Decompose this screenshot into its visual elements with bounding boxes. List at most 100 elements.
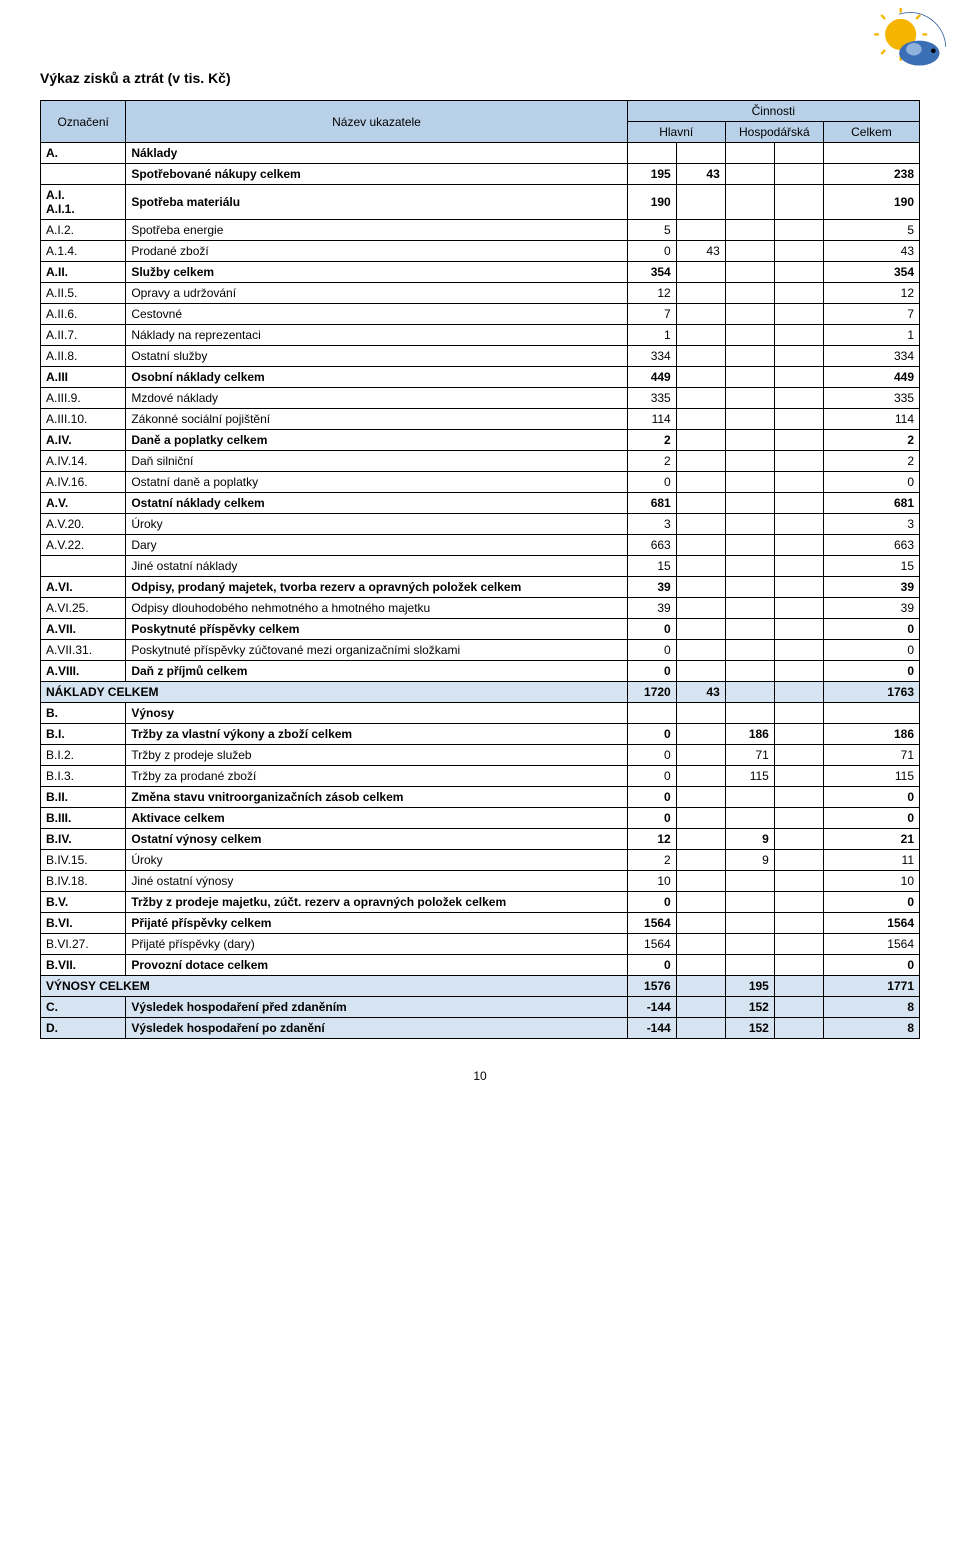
row-value (725, 493, 774, 514)
row-code: A.V.22. (41, 535, 126, 556)
row-label: Výsledek hospodaření po zdanění (126, 1018, 627, 1039)
row-value (774, 892, 823, 913)
row-value (676, 514, 725, 535)
row-value (774, 409, 823, 430)
row-label: Tržby za prodané zboží (126, 766, 627, 787)
row-value: 7 (627, 304, 676, 325)
row-value: 114 (823, 409, 919, 430)
row-value: 190 (627, 185, 676, 220)
row-value (676, 892, 725, 913)
row-value (774, 934, 823, 955)
row-value (725, 682, 774, 703)
row-value (774, 787, 823, 808)
row-code: A.VII.31. (41, 640, 126, 661)
row-value: 335 (627, 388, 676, 409)
row-value: 12 (627, 283, 676, 304)
row-code: B.VI. (41, 913, 126, 934)
row-label: Ostatní náklady celkem (126, 493, 627, 514)
col-header-hlavni: Hlavní (627, 122, 725, 143)
row-code: A.IV.14. (41, 451, 126, 472)
row-value: 43 (676, 164, 725, 185)
row-code: B.VII. (41, 955, 126, 976)
row-label: Přijaté příspěvky (dary) (126, 934, 627, 955)
row-value (774, 241, 823, 262)
row-value: 7 (823, 304, 919, 325)
row-value: 8 (823, 1018, 919, 1039)
row-value (774, 871, 823, 892)
row-value (725, 955, 774, 976)
row-value: 190 (823, 185, 919, 220)
row-value: 0 (823, 640, 919, 661)
row-value: 1 (627, 325, 676, 346)
row-code: B.II. (41, 787, 126, 808)
row-label: Jiné ostatní náklady (126, 556, 627, 577)
row-value: 334 (627, 346, 676, 367)
row-value (774, 164, 823, 185)
row-value: 15 (627, 556, 676, 577)
row-code: A.III.9. (41, 388, 126, 409)
row-value: 0 (823, 808, 919, 829)
row-code: C. (41, 997, 126, 1018)
row-value: 449 (627, 367, 676, 388)
row-value: 0 (627, 808, 676, 829)
row-value (725, 514, 774, 535)
row-value (725, 325, 774, 346)
row-value: 0 (627, 640, 676, 661)
row-value (774, 346, 823, 367)
row-code: B.I.3. (41, 766, 126, 787)
row-label: Výnosy (126, 703, 627, 724)
row-label: Výsledek hospodaření před zdaněním (126, 997, 627, 1018)
row-value (774, 220, 823, 241)
row-value (676, 451, 725, 472)
row-value: 663 (627, 535, 676, 556)
row-value (676, 325, 725, 346)
row-value: 0 (627, 745, 676, 766)
row-value (774, 514, 823, 535)
row-code: B.IV.18. (41, 871, 126, 892)
row-span-label: VÝNOSY CELKEM (41, 976, 628, 997)
row-value (676, 913, 725, 934)
row-code: A.V.20. (41, 514, 126, 535)
row-value: 0 (627, 787, 676, 808)
row-label: Aktivace celkem (126, 808, 627, 829)
row-value (676, 976, 725, 997)
row-value: 1564 (627, 934, 676, 955)
row-label: Úroky (126, 850, 627, 871)
row-value (725, 409, 774, 430)
row-value: 1564 (823, 934, 919, 955)
row-value: 186 (725, 724, 774, 745)
row-value (676, 493, 725, 514)
row-value (725, 535, 774, 556)
row-value: 0 (627, 241, 676, 262)
page-number: 10 (40, 1069, 920, 1083)
row-value: -144 (627, 1018, 676, 1039)
row-value: 0 (627, 472, 676, 493)
row-value: 0 (627, 619, 676, 640)
row-value (774, 766, 823, 787)
row-value: 21 (823, 829, 919, 850)
row-value (774, 472, 823, 493)
row-code: B.V. (41, 892, 126, 913)
row-value: 1564 (823, 913, 919, 934)
row-value (676, 871, 725, 892)
row-value (725, 262, 774, 283)
row-value (774, 745, 823, 766)
row-value (725, 367, 774, 388)
row-value: 5 (627, 220, 676, 241)
page-title: Výkaz zisků a ztrát (v tis. Kč) (40, 70, 920, 86)
row-value: 115 (823, 766, 919, 787)
row-code: A.III.10. (41, 409, 126, 430)
row-code: A.II. (41, 262, 126, 283)
col-header-hosp: Hospodářská (725, 122, 823, 143)
row-value (725, 164, 774, 185)
row-code: B.IV. (41, 829, 126, 850)
row-value: 10 (627, 871, 676, 892)
row-value: 0 (823, 955, 919, 976)
row-value: 1763 (823, 682, 919, 703)
row-value (725, 892, 774, 913)
row-value: 0 (823, 892, 919, 913)
row-value (725, 619, 774, 640)
row-value (725, 661, 774, 682)
row-value (725, 598, 774, 619)
row-code: A.V. (41, 493, 126, 514)
